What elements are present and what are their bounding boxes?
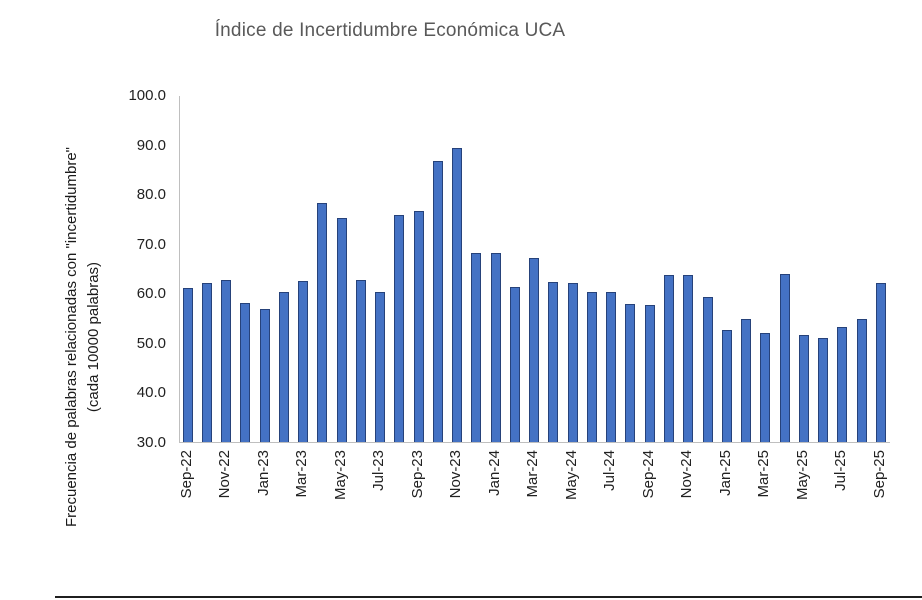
x-tick-label-Jul-25: Jul-25 (832, 450, 850, 491)
bar-Mar-23 (298, 281, 309, 442)
y-tick-label-80.0: 80.0 (136, 186, 166, 204)
bar-Jul-25 (837, 327, 848, 442)
bar-Apr-23 (317, 203, 328, 442)
bar-May-24 (567, 283, 578, 442)
bar-Nov-23 (452, 148, 463, 442)
bar-Dec-23 (471, 253, 482, 442)
x-tick-label-Jul-23: Jul-23 (370, 450, 388, 491)
bar-Feb-25 (741, 319, 752, 442)
x-tick-label-Nov-23: Nov-23 (447, 450, 465, 499)
bar-Mar-24 (529, 258, 540, 442)
chart-title: Índice de Incertidumbre Económica UCA (214, 20, 566, 41)
x-tick-label-Sep-25: Sep-25 (870, 450, 888, 499)
bar-Dec-22 (240, 303, 251, 442)
bar-Nov-24 (683, 275, 694, 442)
bar-Apr-25 (779, 274, 790, 442)
x-tick-label-Sep-23: Sep-23 (408, 450, 426, 499)
bar-Oct-24 (664, 275, 674, 442)
bar-Sep-24 (644, 305, 655, 442)
x-tick-label-Nov-22: Nov-22 (216, 450, 234, 499)
bar-Jul-23 (375, 292, 386, 442)
x-tick-label-Nov-24: Nov-24 (678, 450, 696, 499)
y-tick-label-100.0: 100.0 (128, 87, 166, 104)
bar-Feb-24 (509, 287, 520, 442)
bar-Jan-23 (259, 309, 270, 442)
bar-Oct-23 (432, 161, 443, 442)
bar-Jun-23 (355, 280, 366, 442)
bar-Sep-23 (413, 211, 424, 442)
bar-May-23 (336, 218, 347, 442)
bar-Nov-22 (221, 280, 232, 442)
bar-Jun-24 (586, 292, 597, 442)
x-tick-label-Jul-24: Jul-24 (601, 450, 619, 491)
x-tick-label-Sep-22: Sep-22 (177, 450, 195, 499)
bar-Sep-25 (875, 283, 886, 442)
x-tick-label-Jan-25: Jan-25 (716, 450, 734, 496)
y-axis-title-line-1: Frecuencia de palabras relacionadas con … (63, 146, 80, 528)
x-tick-label-Mar-24: Mar-24 (524, 450, 542, 498)
bar-Mar-25 (760, 333, 771, 442)
bar-Dec-24 (702, 297, 713, 442)
x-tick-label-Jan-23: Jan-23 (254, 450, 272, 496)
bar-Aug-25 (856, 319, 867, 442)
y-tick-label-60.0: 60.0 (136, 285, 166, 303)
y-tick-label-40.0: 40.0 (136, 384, 166, 402)
y-tick-label-50.0: 50.0 (136, 334, 166, 352)
plot-area (179, 96, 890, 443)
bar-Jan-24 (490, 253, 501, 442)
y-axis-title-line-2: (cada 10000 palabras) (85, 261, 102, 413)
bottom-border-rule (55, 596, 922, 598)
y-axis-title: Frecuencia de palabras relacionadas con … (61, 97, 107, 577)
y-tick-label-30.0: 30.0 (136, 434, 166, 451)
y-tick-label-90.0: 90.0 (136, 136, 166, 154)
x-tick-label-Mar-23: Mar-23 (293, 450, 311, 498)
bar-Sep-22 (182, 288, 193, 442)
bar-Jan-25 (721, 330, 732, 442)
x-tick-label-May-25: May-25 (793, 450, 811, 501)
x-tick-label-Mar-25: Mar-25 (755, 450, 773, 498)
bar-Jul-24 (606, 292, 617, 442)
x-tick-label-Jan-24: Jan-24 (485, 450, 503, 496)
bar-Aug-24 (625, 304, 636, 442)
bar-Aug-23 (394, 215, 405, 442)
x-tick-label-May-23: May-23 (331, 450, 349, 501)
y-tick-label-70.0: 70.0 (136, 235, 166, 253)
bar-Oct-22 (201, 283, 212, 442)
bar-Jun-25 (818, 338, 829, 442)
bar-Feb-23 (278, 292, 289, 442)
bar-Apr-24 (548, 282, 559, 442)
x-tick-label-Sep-24: Sep-24 (639, 450, 657, 499)
x-tick-label-May-24: May-24 (562, 450, 580, 501)
bar-May-25 (798, 335, 809, 442)
